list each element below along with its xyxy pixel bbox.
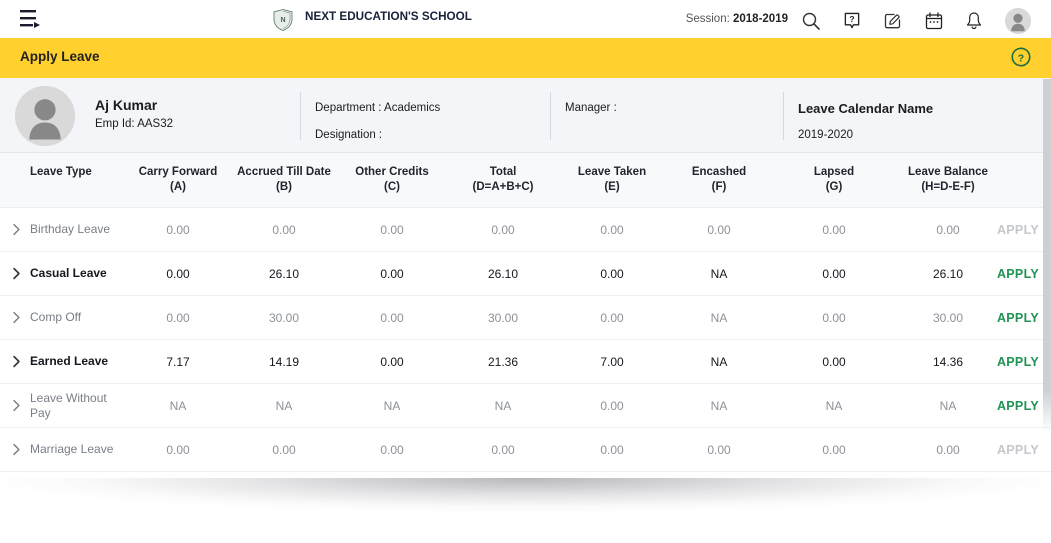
svg-text:?: ? bbox=[1018, 52, 1024, 64]
svg-text:?: ? bbox=[849, 14, 854, 24]
svg-text:N: N bbox=[280, 17, 285, 24]
